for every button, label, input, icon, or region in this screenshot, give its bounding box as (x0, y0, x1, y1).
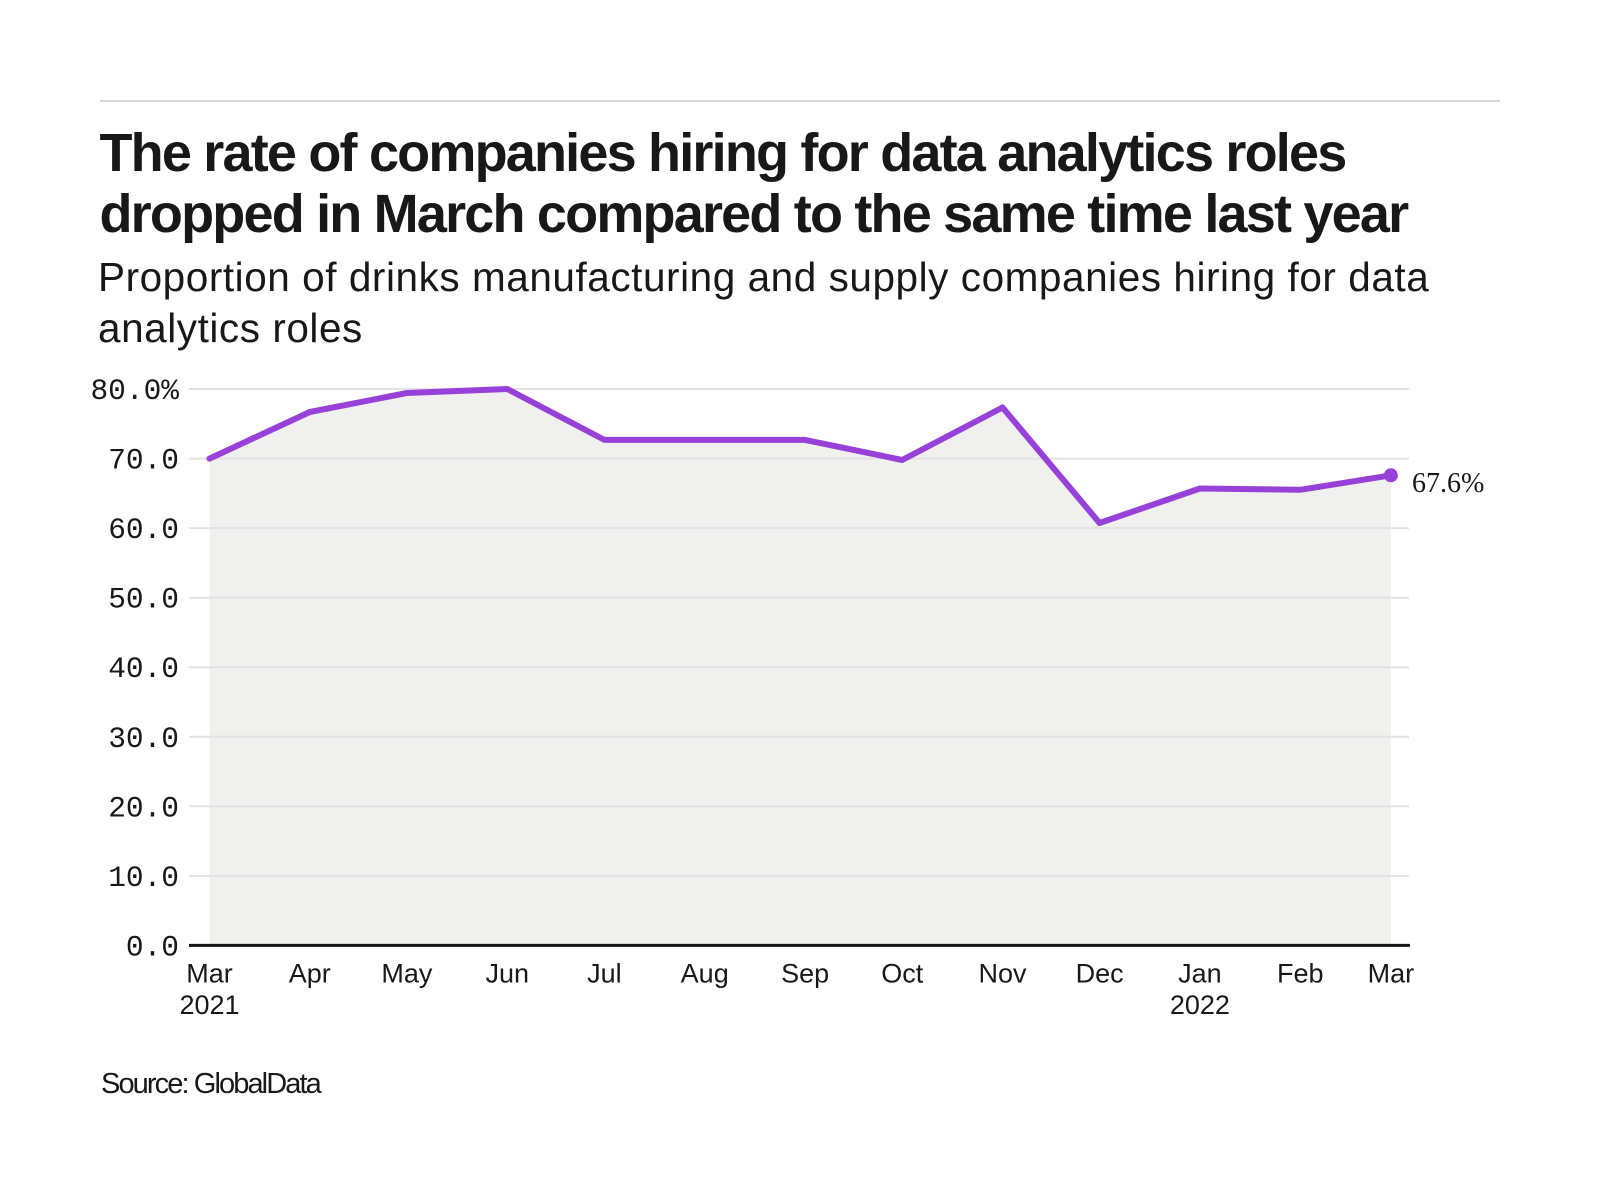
svg-text:80.0%: 80.0% (90, 374, 179, 408)
svg-text:May: May (381, 959, 433, 989)
svg-text:Dec: Dec (1076, 959, 1124, 989)
svg-text:Mar: Mar (1368, 959, 1415, 989)
svg-text:60.0: 60.0 (108, 513, 179, 547)
svg-text:70.0: 70.0 (108, 444, 179, 478)
svg-text:40.0: 40.0 (108, 652, 179, 686)
svg-text:Nov: Nov (978, 959, 1027, 989)
svg-text:Mar: Mar (186, 959, 233, 989)
svg-text:67.6%: 67.6% (1412, 468, 1484, 499)
svg-text:Sep: Sep (781, 959, 829, 989)
svg-text:Jan: Jan (1178, 959, 1222, 989)
svg-text:Jun: Jun (486, 959, 530, 989)
svg-text:20.0: 20.0 (108, 791, 179, 825)
svg-text:Apr: Apr (289, 959, 331, 989)
svg-text:Jul: Jul (587, 959, 622, 989)
svg-text:Oct: Oct (881, 959, 924, 989)
svg-text:0.0: 0.0 (126, 930, 179, 964)
svg-text:10.0: 10.0 (108, 861, 179, 895)
svg-text:50.0: 50.0 (108, 583, 179, 617)
svg-text:2021: 2021 (179, 990, 239, 1020)
svg-text:2022: 2022 (1170, 990, 1230, 1020)
svg-text:Feb: Feb (1277, 959, 1324, 989)
svg-text:Aug: Aug (681, 959, 729, 989)
svg-text:30.0: 30.0 (108, 722, 179, 756)
